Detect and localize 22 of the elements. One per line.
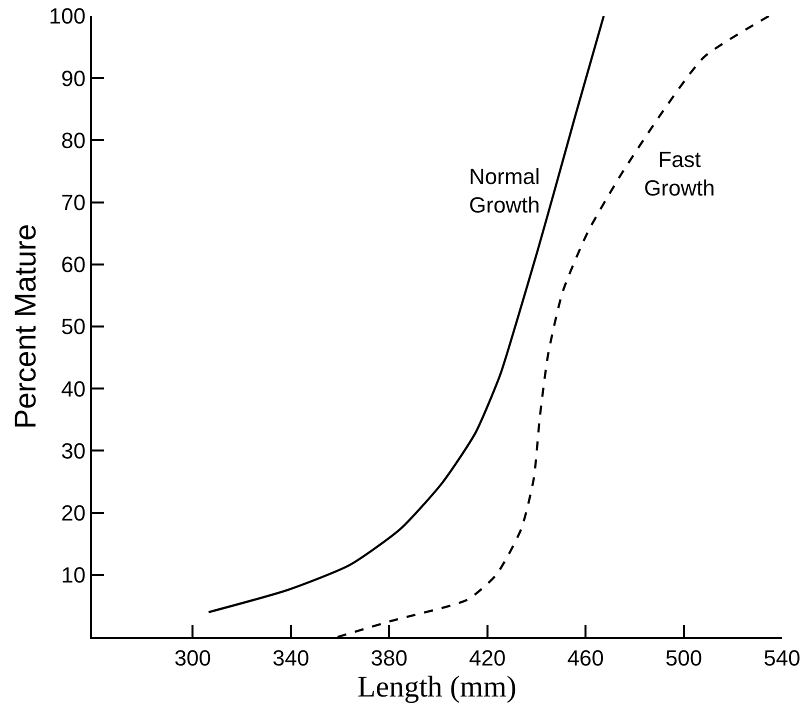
y-tick-label: 30: [61, 438, 86, 464]
y-tick-label: 20: [61, 500, 86, 526]
y-tick-label: 70: [61, 190, 86, 215]
y-tick-label: 90: [61, 66, 86, 91]
y-tick-label: 10: [61, 562, 86, 588]
y-tick-label: 80: [61, 128, 86, 153]
y-tick-label: 40: [61, 376, 86, 402]
x-tick-label: 340: [272, 645, 310, 670]
x-tick-label: 500: [665, 645, 702, 670]
line-series: [208, 16, 605, 614]
y-tick-label: 50: [61, 314, 86, 340]
x-tick-label: 460: [567, 645, 604, 670]
x-tick-label: 300: [174, 645, 212, 670]
series-label: Normal Growth: [469, 164, 540, 218]
x-axis-title: Length (mm): [357, 670, 517, 704]
y-axis-title: Percent Mature: [9, 224, 42, 430]
x-tick-label: 380: [370, 645, 408, 670]
y-tick-label: 100: [48, 4, 86, 29]
x-tick-label: 420: [468, 645, 506, 670]
x-tick-label: 540: [764, 645, 800, 670]
y-tick-label: 60: [61, 252, 86, 278]
series-label: Fast Growth: [644, 147, 715, 201]
